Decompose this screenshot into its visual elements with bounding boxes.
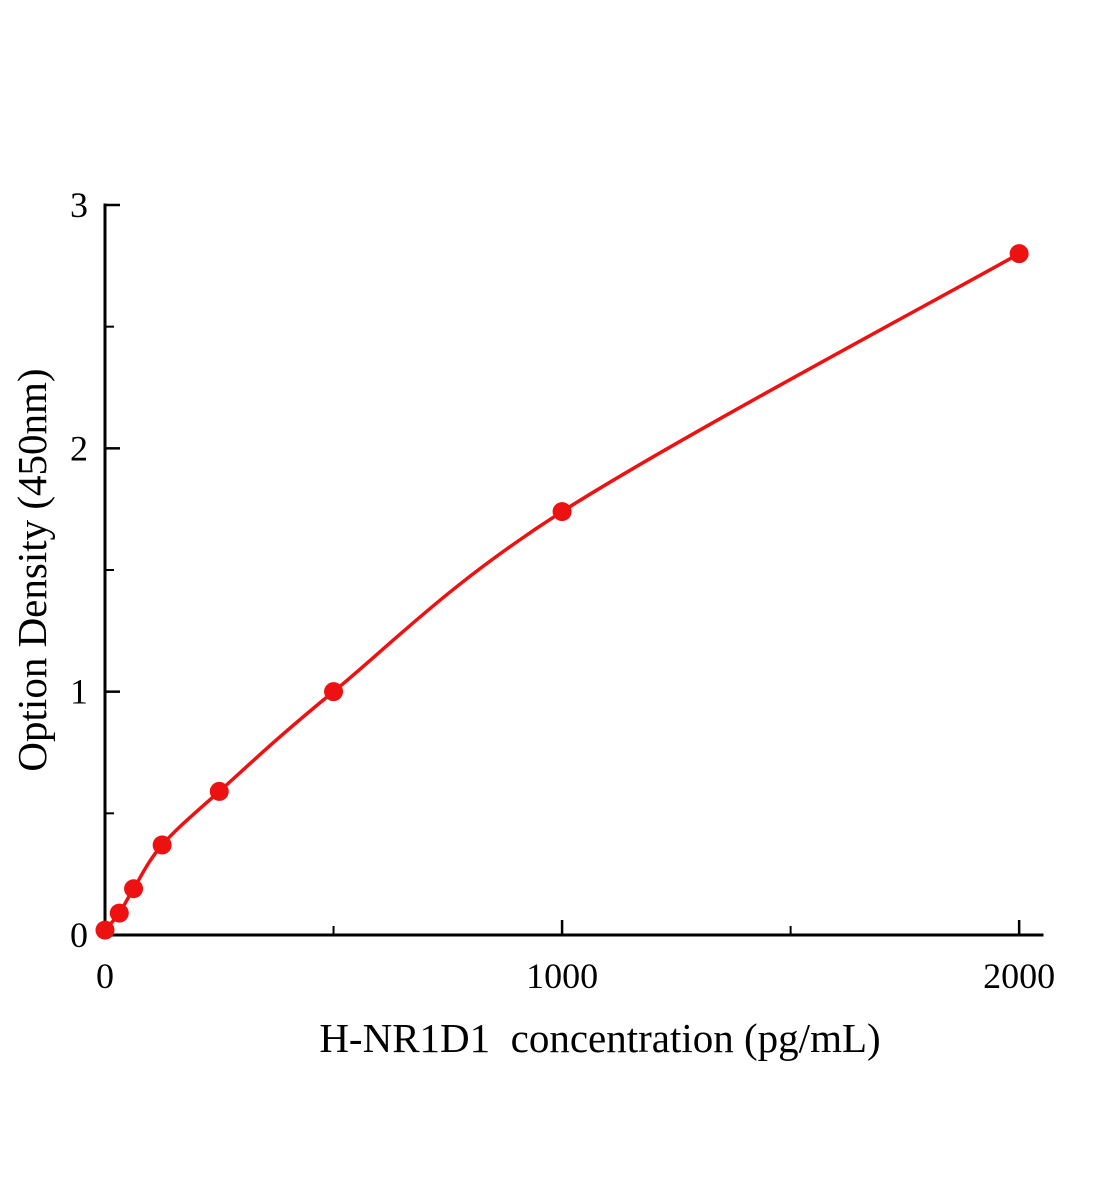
standard-curve-line xyxy=(103,251,1021,932)
data-point xyxy=(552,502,572,522)
x-tick-label: 2000 xyxy=(983,956,1055,996)
plot-layer: 0 1000 2000 0 1 2 3 xyxy=(70,185,1055,996)
x-tick-label: 1000 xyxy=(526,956,598,996)
data-point xyxy=(124,879,144,899)
y-tick-label: 1 xyxy=(70,672,88,712)
y-tick-label: 0 xyxy=(70,915,88,955)
data-point xyxy=(324,682,344,702)
data-point xyxy=(152,835,172,855)
data-point xyxy=(1009,244,1029,264)
x-axis-title: H-NR1D1 concentration (pg/mL) xyxy=(319,1015,880,1061)
x-tick-label: 0 xyxy=(96,956,114,996)
y-axis-title: Option Density (450nm) xyxy=(9,368,55,771)
data-point xyxy=(209,781,229,801)
y-tick-label: 3 xyxy=(70,185,88,225)
data-point xyxy=(109,903,129,923)
data-point xyxy=(95,920,115,940)
y-tick-label: 2 xyxy=(70,428,88,468)
